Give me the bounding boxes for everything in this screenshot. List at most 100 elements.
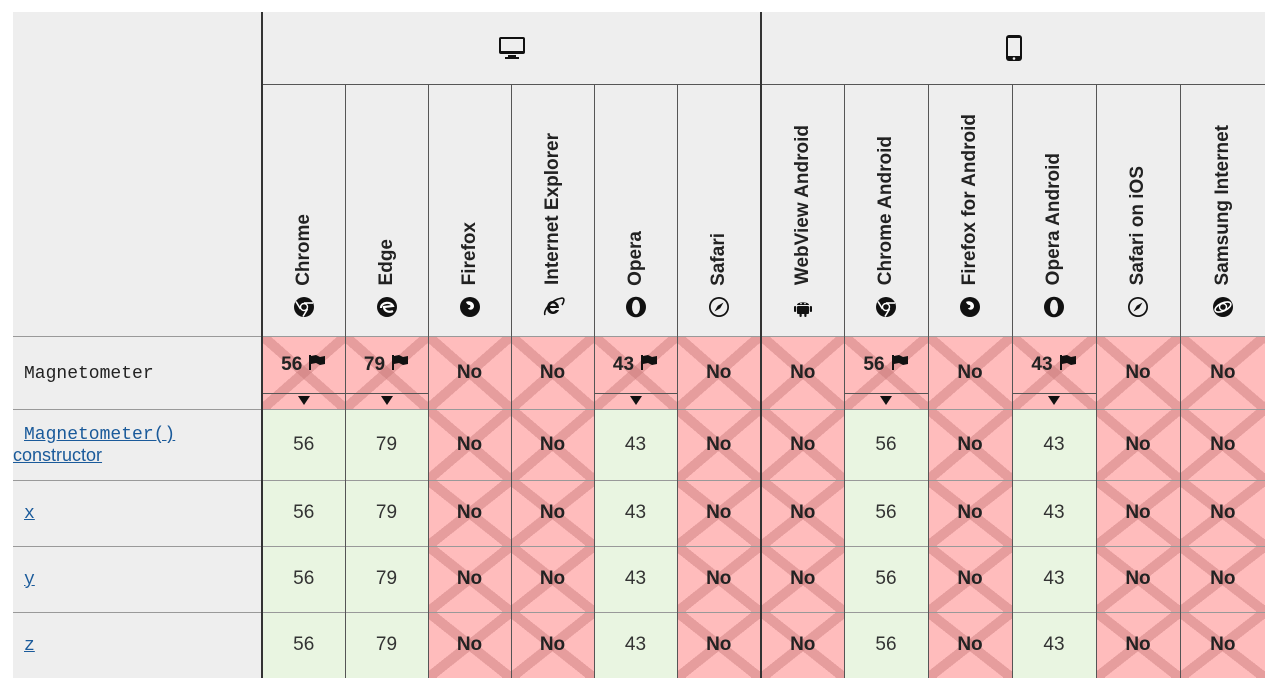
no-support-text: No (1210, 502, 1236, 523)
support-cell-safari-on-ios: No (1095, 611, 1180, 678)
support-cell-safari: No (676, 479, 761, 546)
support-cell-edge: 79 (344, 408, 428, 480)
platform-desktop (261, 12, 761, 85)
version-text: 79 (363, 353, 386, 375)
support-cell-webview-android: No (760, 611, 844, 678)
feature-link[interactable]: Magnetometer() (24, 425, 176, 445)
browser-name: Safari (707, 232, 729, 286)
support-cell-firefox: No (427, 479, 511, 546)
support-cell-samsung-internet: No (1179, 611, 1266, 678)
browser-header-chrome: Chrome (261, 84, 345, 336)
support-cell-opera-android: 43 (1011, 479, 1096, 546)
no-support-text: No (706, 433, 732, 455)
feature-link[interactable]: z (24, 636, 35, 657)
expand-caret-icon[interactable] (380, 395, 393, 405)
support-cell-webview-android: No (760, 479, 844, 546)
version-text: 43 (1043, 502, 1065, 523)
support-cell-opera: 43 (593, 408, 677, 480)
support-cell-chrome[interactable]: 56 (261, 335, 345, 409)
support-cell-opera-android[interactable]: 43 (1011, 335, 1096, 409)
version-text: 43 (624, 433, 647, 455)
no-support-text: No (456, 634, 483, 656)
support-cell-edge[interactable]: 79 (344, 335, 428, 409)
support-cell-chrome: 56 (261, 611, 345, 678)
no-support-text: No (539, 361, 566, 383)
no-support-text: No (957, 568, 983, 589)
expand-caret-icon[interactable] (1048, 395, 1060, 405)
no-support-text: No (1210, 433, 1236, 455)
support-cell-safari: No (676, 611, 761, 678)
version-text: 56 (293, 502, 315, 523)
support-cell-chrome-android[interactable]: 56 (843, 335, 928, 409)
browser-header-webview-android: WebView Android (760, 84, 844, 336)
safari-icon (708, 296, 730, 318)
support-cell-chrome: 56 (261, 408, 345, 480)
no-support-text: No (456, 361, 483, 383)
feature-link-suffix[interactable]: constructor (13, 445, 103, 465)
table-row: Magnetometer 56 79 No No 43 No No 56 No 43 No No (13, 335, 1266, 409)
flag-icon (1059, 354, 1077, 376)
support-cell-chrome: 56 (261, 479, 345, 546)
opera-icon (1043, 296, 1065, 318)
browser-header-samsung-internet: Samsung Internet (1179, 84, 1266, 336)
feature-cell: Magnetometer (13, 335, 263, 409)
no-support-text: No (706, 634, 732, 656)
support-cell-opera[interactable]: 43 (593, 335, 677, 409)
expand-caret-icon[interactable] (297, 395, 310, 405)
table-row: Magnetometer() constructor 56 79 No No 43 No No 5… (13, 408, 1266, 480)
browser-name: Samsung Internet (1211, 125, 1233, 286)
support-cell-internet-explorer: No (510, 545, 594, 612)
support-cell-opera-android: 43 (1011, 408, 1096, 480)
support-cell-internet-explorer: No (510, 479, 594, 546)
firefox-icon (459, 296, 481, 318)
support-cell-internet-explorer: No (510, 611, 594, 678)
browser-header-safari: Safari (676, 84, 761, 336)
support-cell-firefox-for-android: No (927, 335, 1012, 409)
support-cell-webview-android: No (760, 545, 844, 612)
no-support-text: No (957, 361, 983, 383)
support-cell-webview-android: No (760, 335, 844, 409)
support-cell-opera-android: 43 (1011, 545, 1096, 612)
no-support-text: No (790, 568, 816, 589)
support-cell-samsung-internet: No (1179, 545, 1266, 612)
no-support-text: No (539, 634, 566, 656)
feature-cell: y (13, 545, 263, 612)
no-support-text: No (539, 502, 566, 523)
no-support-text: No (957, 502, 983, 523)
no-support-text: No (1125, 568, 1151, 589)
support-cell-edge: 79 (344, 479, 428, 546)
browser-name: Safari on iOS (1127, 166, 1148, 286)
feature-link[interactable]: x (24, 504, 35, 524)
support-cell-samsung-internet: No (1179, 479, 1266, 546)
no-support-text: No (790, 433, 816, 455)
support-cell-opera: 43 (593, 479, 677, 546)
version-text: 79 (375, 502, 398, 523)
expand-caret-icon[interactable] (880, 395, 892, 405)
flag-icon (640, 354, 658, 376)
support-cell-safari: No (676, 408, 761, 480)
browser-name: Edge (375, 239, 397, 286)
no-support-text: No (1210, 568, 1236, 589)
no-support-text: No (539, 568, 566, 589)
support-cell-safari: No (676, 545, 761, 612)
chrome-icon (293, 296, 315, 318)
version-text: 56 (293, 568, 315, 589)
version-text: 56 (875, 568, 897, 589)
browser-header-internet-explorer: Internet Explorer (510, 84, 594, 336)
support-cell-firefox: No (427, 335, 511, 409)
support-cell-safari: No (676, 335, 761, 409)
no-support-text: No (790, 634, 816, 656)
version-text: 79 (375, 568, 398, 589)
version-text: 43 (624, 568, 647, 589)
support-cell-webview-android: No (760, 408, 844, 480)
support-cell-opera-android: 43 (1011, 611, 1096, 678)
support-cell-firefox: No (427, 408, 511, 480)
android-icon (792, 296, 814, 318)
support-cell-chrome-android: 56 (843, 408, 928, 480)
expand-caret-icon[interactable] (629, 395, 642, 405)
no-support-text: No (790, 361, 816, 383)
feature-link[interactable]: y (24, 570, 35, 590)
mobile-icon (1005, 34, 1023, 61)
no-support-text: No (1125, 502, 1151, 523)
support-cell-firefox: No (427, 611, 511, 678)
